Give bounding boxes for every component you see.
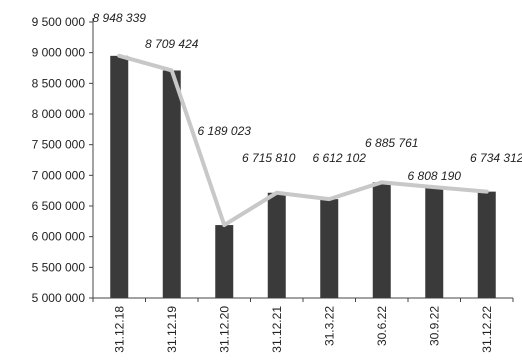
x-tick-label: 31.12.18 — [112, 306, 126, 353]
data-label: 8 709 424 — [145, 37, 199, 51]
bar — [267, 192, 286, 298]
y-tick-label: 5 500 000 — [32, 260, 86, 274]
bar — [162, 70, 181, 298]
y-tick-label: 5 000 000 — [32, 291, 86, 305]
data-label: 6 808 190 — [408, 169, 462, 183]
y-tick-label: 7 000 000 — [32, 168, 86, 182]
y-tick-label: 7 500 000 — [32, 138, 86, 152]
series-line — [117, 53, 489, 228]
bar — [320, 199, 339, 298]
x-tick-label: 31.12.21 — [270, 306, 284, 353]
x-tick-label: 31.12.22 — [480, 306, 494, 353]
data-label: 8 948 339 — [93, 11, 147, 25]
bar — [372, 182, 391, 298]
bar — [477, 191, 496, 298]
x-tick-label: 30.9.22 — [427, 306, 441, 346]
data-label: 6 189 023 — [198, 124, 252, 138]
x-tick-label: 31.12.19 — [165, 306, 179, 353]
x-tick-label: 31.3.22 — [322, 306, 336, 346]
y-tick-label: 6 000 000 — [32, 230, 86, 244]
data-label: 6 612 102 — [313, 151, 367, 165]
y-tick-label: 6 500 000 — [32, 199, 86, 213]
bar — [215, 225, 234, 298]
y-tick-label: 8 500 000 — [32, 76, 86, 90]
bar — [110, 55, 129, 299]
x-tick-label: 31.12.20 — [217, 306, 231, 353]
y-tick-label: 8 000 000 — [32, 107, 86, 121]
data-label: 6 715 810 — [242, 151, 296, 165]
bar — [425, 187, 444, 298]
y-tick-label: 9 500 000 — [32, 15, 86, 29]
y-tick-label: 9 000 000 — [32, 46, 86, 60]
data-label: 6 885 761 — [365, 136, 418, 150]
x-tick-label: 30.6.22 — [375, 306, 389, 346]
data-label: 6 734 312 — [470, 151, 522, 165]
